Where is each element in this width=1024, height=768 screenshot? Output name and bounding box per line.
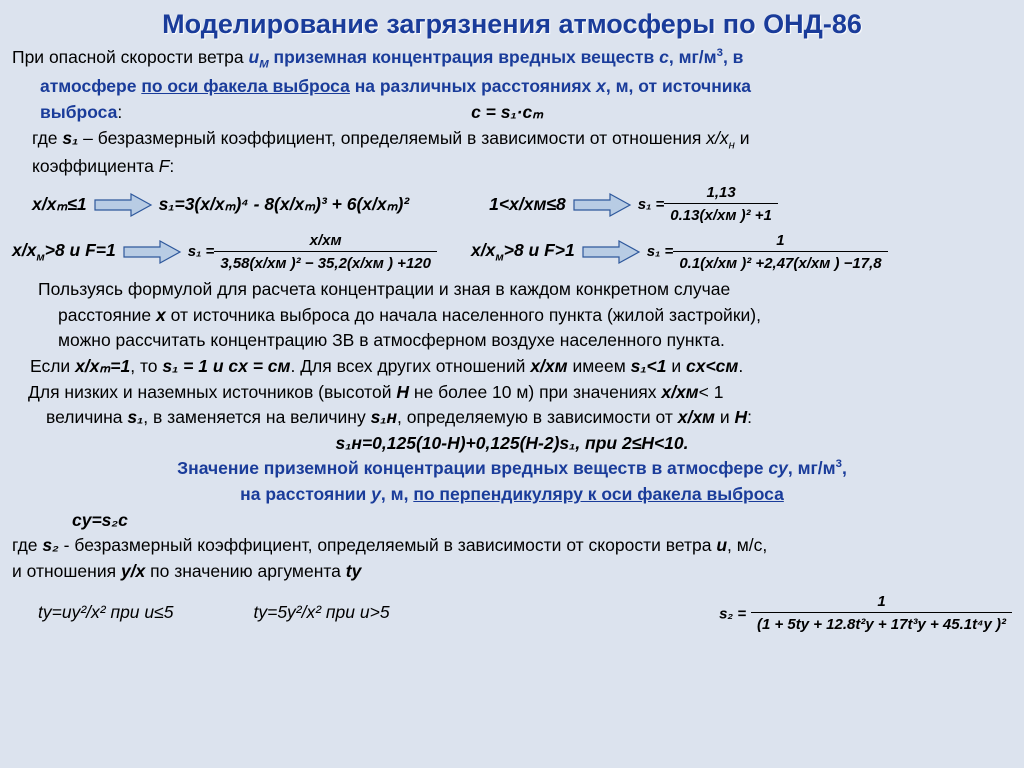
usage-3: можно рассчитать концентрацию ЗВ в атмос… — [12, 329, 1012, 353]
arrow-right-icon — [93, 192, 153, 218]
formula-c1: s₁=3(x/xₘ)⁴ - 8(x/xₘ)³ + 6(x/xₘ)² — [159, 193, 410, 217]
s2-def2: и отношения у/х по значению аргумента tу — [12, 560, 1012, 584]
perp-1: Значение приземной концентрации вредных … — [12, 457, 1012, 481]
ty-row: ty=uy²/x² при u≤5 ty=5y²/x² при u>5 s₂ =… — [12, 592, 1012, 636]
else-line: Если х/хₘ=1, то s₁ = 1 и сx = cм. Для вс… — [12, 355, 1012, 379]
intro-line3: выброса: c = s₁·cₘ — [12, 101, 1012, 125]
low-formula: s₁н=0,125(10-Н)+0,125(Н-2)s₁, при 2≤Н<10… — [12, 432, 1012, 456]
low-2: величина s₁, в заменяется на величину s₁… — [12, 406, 1012, 430]
formula-c2-lhs: s₁ = — [638, 195, 665, 215]
formula-c4-lhs: s₁ = — [647, 242, 674, 262]
cond-row-2: x/xм>8 и F=1 s₁ = x/xм 3,58(x/xм )² − 35… — [12, 231, 1012, 275]
ty1: ty=uy²/x² при u≤5 — [38, 601, 173, 625]
formula-c4-frac: 1 0.1(x/xм )² +2,47(x/xм ) −17,8 — [673, 231, 887, 275]
s1-def1: где s₁ – безразмерный коэффициент, опред… — [12, 127, 1012, 154]
cond1-label: x/xₘ≤1 — [32, 193, 87, 217]
perp-2: на расстоянии у, м, по перпендикуляру к … — [12, 483, 1012, 507]
ty2: ty=5y²/x² при u>5 — [253, 601, 389, 625]
intro-line2: атмосфере по оси факела выброса на разли… — [12, 75, 1012, 99]
page-title: Моделирование загрязнения атмосферы по О… — [12, 6, 1012, 42]
usage-2: расстояние х от источника выброса до нач… — [12, 304, 1012, 328]
s2-def1: где s₂ - безразмерный коэффициент, опред… — [12, 534, 1012, 558]
formula-s2-frac: 1 (1 + 5tу + 12.8t²у + 17t³у + 45.1t⁴у )… — [751, 592, 1012, 636]
cond2-label: 1<x/xм≤8 — [489, 193, 566, 217]
arrow-right-icon — [572, 192, 632, 218]
low-1: Для низких и наземных источников (высото… — [12, 381, 1012, 405]
intro-line1: При опасной скорости ветра uМ приземная … — [12, 46, 1012, 73]
arrow-right-icon — [122, 239, 182, 265]
usage-1: Пользуясь формулой для расчета концентра… — [12, 278, 1012, 302]
formula-c3-frac: x/xм 3,58(x/xм )² − 35,2(x/xм ) +120 — [214, 231, 437, 275]
formula-main: c = s₁·cₘ — [122, 101, 892, 125]
cond4-label: x/xм>8 и F>1 — [471, 239, 575, 266]
arrow-right-icon — [581, 239, 641, 265]
formula-c3-lhs: s₁ = — [188, 242, 215, 262]
cond3-label: x/xм>8 и F=1 — [12, 239, 116, 266]
s1-def2: коэффициента F: — [12, 155, 1012, 179]
formula-c2-frac: 1,13 0.13(x/xм )² +1 — [664, 183, 778, 227]
cond-row-1: x/xₘ≤1 s₁=3(x/xₘ)⁴ - 8(x/xₘ)³ + 6(x/xₘ)²… — [32, 183, 1012, 227]
cy-formula: сy=s₂c — [12, 509, 1012, 533]
formula-s2-lhs: s₂ = — [719, 605, 746, 622]
